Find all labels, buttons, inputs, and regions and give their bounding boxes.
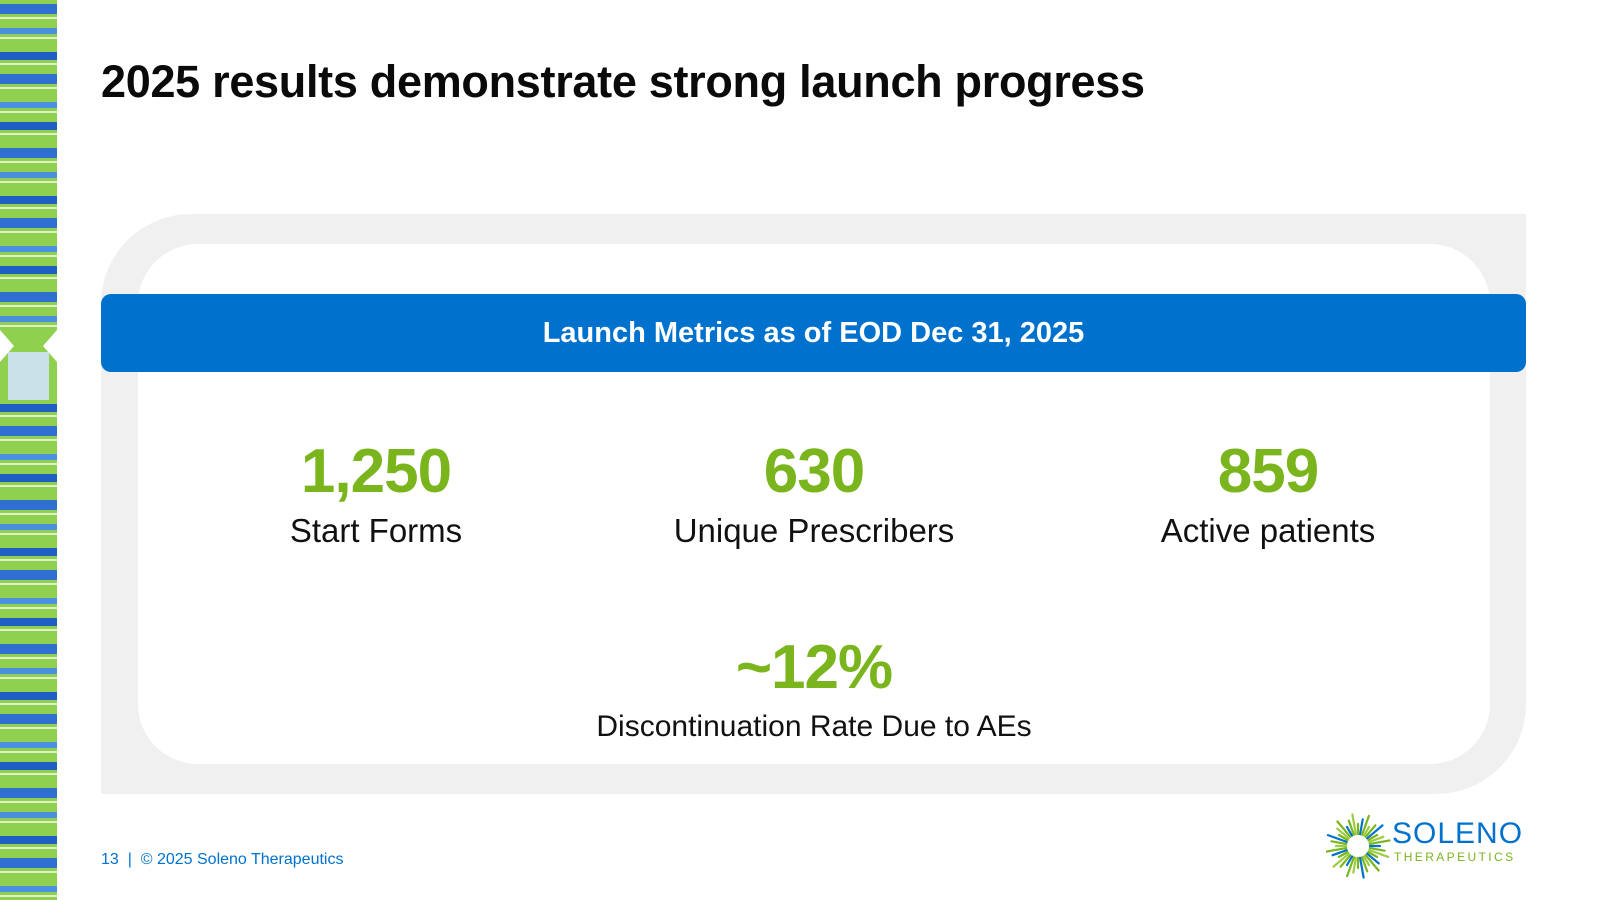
decorative-side-strip (0, 0, 57, 900)
starburst-icon (1326, 813, 1391, 879)
logo-subtitle: THERAPEUTICS (1394, 850, 1516, 864)
chromosome-strip-graphic (0, 0, 57, 900)
metric-label: Start Forms (289, 512, 463, 549)
company-logo: SOLENO THERAPEUTICS (1326, 808, 1526, 886)
metric-value: ~12% (735, 633, 893, 702)
footer-page-info: 13 | © 2025 Soleno Therapeutics (101, 851, 344, 868)
metric-label: Discontinuation Rate Due to AEs (596, 710, 1032, 743)
metric-value: 630 (763, 437, 865, 506)
metrics-banner: Launch Metrics as of EOD Dec 31, 2025 (101, 294, 1526, 372)
metric-label: Unique Prescribers (673, 512, 955, 549)
slide-title: 2025 results demonstrate strong launch p… (101, 56, 1145, 107)
metric-unique-prescribers: 630 Unique Prescribers (584, 436, 1044, 552)
logo-wordmark: SOLENO (1392, 817, 1524, 850)
metric-active-patients: 859 Active patients (1038, 436, 1498, 552)
metric-label: Active patients (1160, 512, 1376, 549)
metric-value: 859 (1217, 437, 1319, 506)
metric-start-forms: 1,250 Start Forms (146, 436, 606, 552)
metric-value: 1,250 (300, 437, 452, 506)
metric-discontinuation-rate: ~12% Discontinuation Rate Due to AEs (534, 632, 1094, 748)
